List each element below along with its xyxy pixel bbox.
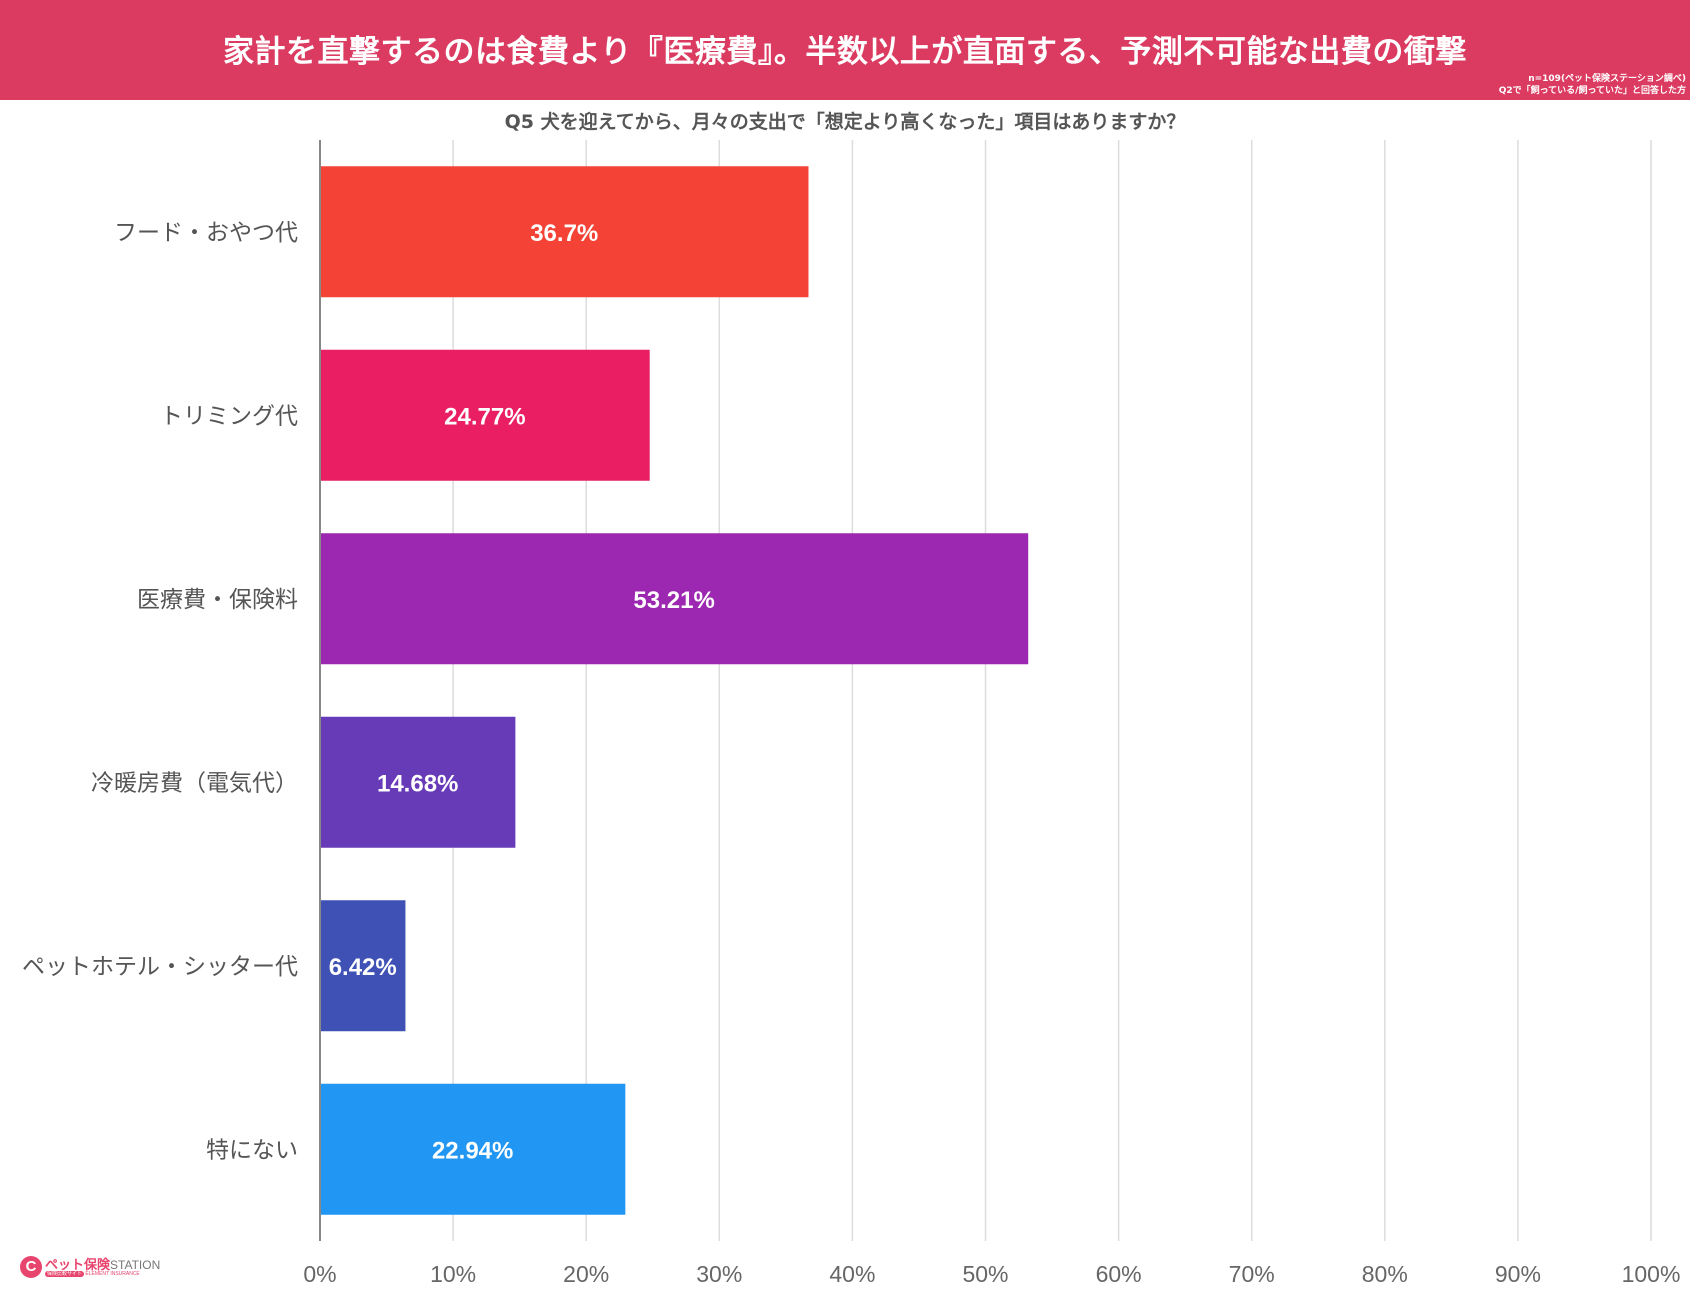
data-label: 22.94% — [432, 1137, 513, 1164]
pet-insurance-logo-icon: C — [20, 1256, 42, 1278]
bar — [320, 900, 406, 1032]
bar — [320, 349, 650, 481]
category-label: フード・おやつ代 — [114, 220, 298, 246]
survey-note: n=109(ペット保険ステーション調べ) Q2で「飼っている/飼っていた」と回答… — [1499, 73, 1686, 97]
x-tick-label: 60% — [1096, 1261, 1142, 1287]
x-tick-label: 10% — [430, 1261, 476, 1287]
bar — [320, 1083, 626, 1215]
survey-respondent-note: Q2で「飼っている/飼っていた」と回答した方 — [1498, 86, 1686, 96]
bar — [320, 533, 1029, 665]
data-label: 36.7% — [530, 220, 598, 247]
x-tick-label: 80% — [1362, 1261, 1408, 1287]
bar — [320, 166, 809, 298]
category-label: トリミング代 — [160, 403, 298, 429]
logo: C ペット保険STATION 保険比較サイト ELEMENT INSURANCE — [20, 1254, 180, 1280]
category-label: 特にない — [206, 1137, 298, 1163]
x-tick-label: 100% — [1622, 1261, 1681, 1287]
category-label: 医療費・保険料 — [137, 587, 298, 613]
x-tick-label: 20% — [563, 1261, 609, 1287]
bar — [320, 716, 516, 848]
logo-name: ペット保険 — [45, 1257, 111, 1272]
category-label: ペットホテル・シッター代 — [22, 954, 298, 980]
data-label: 6.42% — [329, 954, 397, 981]
x-tick-label: 0% — [303, 1261, 336, 1287]
survey-sample-note: n=109(ペット保険ステーション調べ) — [1528, 74, 1686, 84]
x-tick-label: 40% — [829, 1261, 875, 1287]
x-tick-label: 50% — [962, 1261, 1008, 1287]
title-banner: 家計を直撃するのは食費より『医療費』。半数以上が直面する、予測不可能な出費の衝撃… — [0, 0, 1690, 100]
logo-sub-pill: 保険比較サイト — [45, 1271, 85, 1277]
x-tick-label: 70% — [1229, 1261, 1275, 1287]
x-tick-label: 30% — [696, 1261, 742, 1287]
data-label: 24.77% — [444, 403, 525, 430]
x-tick-label: 90% — [1495, 1261, 1541, 1287]
data-label: 14.68% — [377, 770, 458, 797]
chart-title: Q5 犬を迎えてから、月々の支出で「想定より高くなった」項目はありますか？ — [504, 111, 1186, 133]
page-title: 家計を直撃するのは食費より『医療費』。半数以上が直面する、予測不可能な出費の衝撃 — [223, 34, 1467, 70]
logo-sub-text: ELEMENT INSURANCE — [85, 1271, 140, 1277]
logo-station: STATION — [110, 1258, 161, 1272]
category-label: 冷暖房費（電気代） — [91, 770, 298, 796]
data-label: 53.21% — [633, 587, 714, 614]
